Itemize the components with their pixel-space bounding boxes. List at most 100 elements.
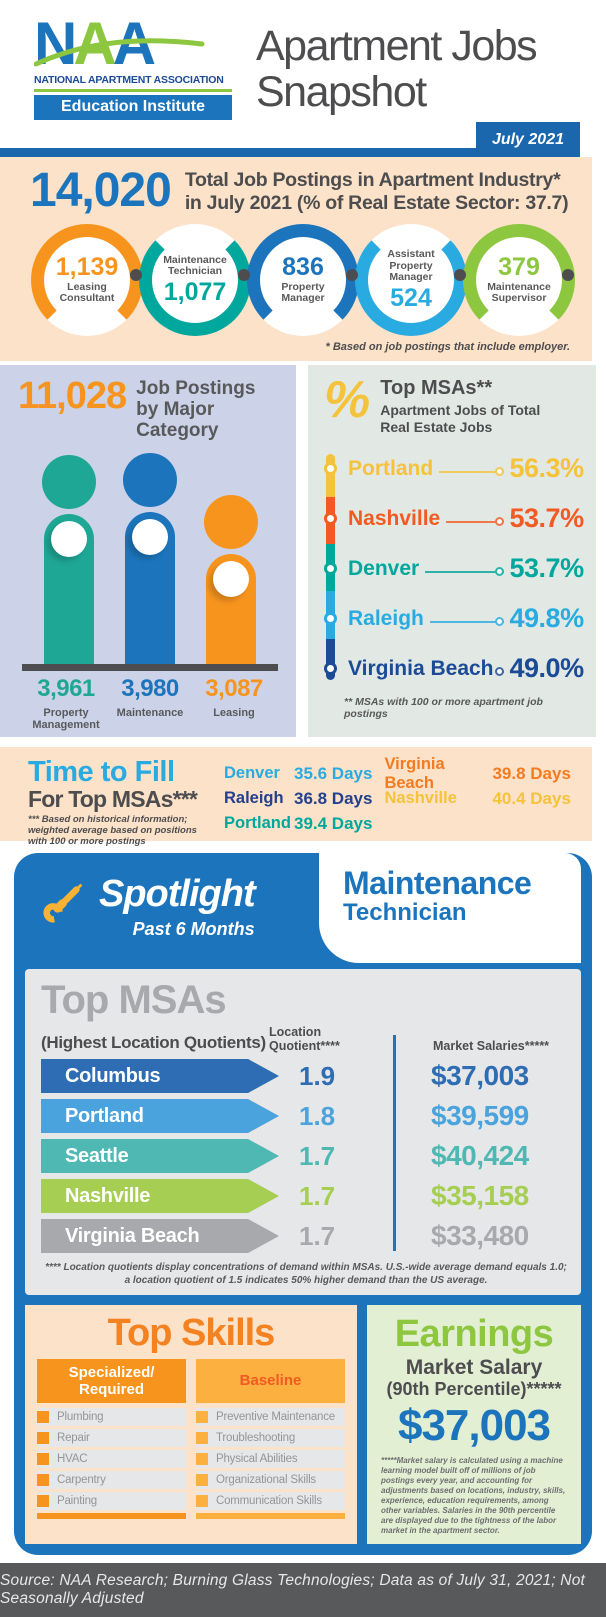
total-postings-value: 14,020	[30, 164, 172, 217]
source-footer: Source: NAA Research; Burning Glass Tech…	[0, 1562, 606, 1617]
lq-column-headers: (Highest Location Quotients) Location Qu…	[41, 1025, 571, 1053]
source-text: Source: NAA Research; Burning Glass Tech…	[0, 1571, 586, 1607]
ttf-title: Time to Fill	[28, 756, 175, 788]
msas-title: Top MSAs**	[380, 377, 493, 399]
leader-line	[425, 566, 504, 576]
skills-column-header: Baseline	[196, 1358, 345, 1403]
lq-subtitle: (Highest Location Quotients)	[41, 1033, 266, 1052]
salary-value: $37,003	[431, 1060, 529, 1091]
category-heading-label: Job Postings by Major Category	[136, 378, 256, 441]
category-value: 3,961	[37, 674, 95, 702]
category-label: Maintenance	[116, 706, 184, 719]
lq-value: 1.7	[299, 1140, 336, 1171]
total-postings-section: 14,020 Total Job Postings in Apartment I…	[0, 157, 592, 361]
skill-item: Carpentry	[37, 1470, 186, 1489]
lq-value: 1.8	[299, 1100, 336, 1131]
ttf-subtitle: For Top MSAs***	[28, 785, 198, 812]
chain-link-icon	[454, 268, 466, 281]
ttf-footnote: *** Based on historical information; wei…	[28, 813, 197, 848]
tools-icon	[43, 883, 83, 923]
spotlight-role-card: Maintenance Technician	[319, 853, 581, 963]
msa-city: Nashville	[348, 506, 441, 530]
ttf-row-portland: Portland 39.4 Days	[224, 811, 372, 836]
spotlight-section: Spotlight Past 6 Months Maintenance Tech…	[14, 853, 592, 1555]
header-line2: Required	[78, 1380, 144, 1398]
salary-value: $33,480	[431, 1220, 529, 1251]
ttf-row-raleigh: Raleigh 36.8 Days	[224, 786, 372, 811]
msa-city: Portland	[348, 456, 434, 480]
header: NAA NATIONAL APARTMENT ASSOCIATION Educa…	[0, 0, 606, 157]
chain-link-icon	[238, 268, 250, 281]
lq-value: 1.7	[299, 1220, 336, 1251]
ttf-row-virginia-beach: Virginia Beach 39.8 Days	[384, 755, 570, 792]
ring-assistant-property-manager: Assistant Property Manager 524	[355, 223, 467, 336]
ring-maintenance-technician: Maintenance Technician 1,077	[139, 223, 251, 336]
ring-maintenance-supervisor: 379 Maintenance Supervisor	[463, 223, 575, 336]
ttf-column-2: Virginia Beach 39.8 Days Nashville 40.4 …	[384, 755, 570, 841]
spotlight-body: Top Skills Specialized/ Required Plumbin…	[25, 1305, 581, 1544]
person-head-icon	[41, 454, 96, 509]
skills-specialized-column: Specialized/ Required Plumbing Repair HV…	[37, 1358, 186, 1519]
msa-row-raleigh: Raleigh 49.8%	[324, 594, 585, 644]
earnings-subtitle-line1: Market Salary	[405, 1356, 543, 1379]
skill-label: Communication Skills	[216, 1494, 322, 1507]
date-badge: July 2021	[475, 122, 580, 157]
top-skills-panel: Top Skills Specialized/ Required Plumbin…	[25, 1305, 357, 1544]
earnings-panel: Earnings Market Salary (90th Percentile)…	[367, 1305, 581, 1544]
msa-row-denver: Denver 53.7%	[324, 544, 584, 594]
totals-label-line2: in July 2021 (% of Real Estate Sector: 3…	[184, 192, 569, 215]
msas-list: Portland 56.3% Nashville 53.7% Denver 53…	[324, 444, 584, 694]
earnings-subtitle-line2: (90th Percentile)*****	[386, 1379, 562, 1400]
city-banner: Nashville	[41, 1179, 279, 1213]
salary-value: $39,599	[431, 1100, 529, 1131]
top-msas-panel: % Top MSAs** Apartment Jobs of Total Rea…	[308, 365, 596, 737]
role-line2: Technician	[343, 899, 467, 926]
spotlight-subtitle: Past 6 Months	[132, 919, 255, 939]
chain-link-icon	[130, 268, 142, 281]
lq-row-columbus: Columbus 1.9 $37,003	[41, 1059, 571, 1093]
bullet-icon	[196, 1431, 208, 1444]
lq-row-virginia-beach: Virginia Beach 1.7 $33,480	[41, 1219, 571, 1253]
header-divider-bar	[0, 148, 580, 157]
msa-percent: 49.0%	[509, 653, 585, 684]
axis-segment	[326, 638, 335, 680]
ring-label: Maintenance Technician	[163, 253, 227, 278]
salary-col-header: Market Salaries*****	[433, 1039, 550, 1053]
skill-item: Troubleshooting	[196, 1428, 345, 1447]
skill-item: HVAC	[37, 1449, 186, 1468]
earnings-title: Earnings	[394, 1313, 554, 1355]
time-to-fill-section: Time to Fill For Top MSAs*** *** Based o…	[0, 747, 592, 848]
skill-item: Organizational Skills	[196, 1470, 345, 1489]
skill-item: Preventive Maintenance	[196, 1407, 345, 1426]
lq-value: 1.9	[299, 1060, 336, 1091]
ring-label: Property Manager	[281, 280, 325, 305]
skill-label: Preventive Maintenance	[216, 1410, 335, 1423]
pin-icon	[50, 520, 87, 557]
ring-value: 379	[498, 252, 540, 281]
naa-logo-letters: NAA	[34, 14, 232, 74]
lq-row-portland: Portland 1.8 $39,599	[41, 1099, 571, 1133]
msas-heading-text: Top MSAs** Apartment Jobs of Total Real …	[380, 377, 555, 436]
logo-divider	[34, 89, 232, 93]
percent-icon: %	[324, 371, 371, 429]
ring-leasing-consultant: 1,139 Leasing Consultant	[31, 223, 143, 336]
msa-percent: 53.7%	[509, 503, 585, 534]
totals-label-line1: Total Job Postings in Apartment Industry…	[184, 169, 561, 191]
logo-letter-a1: A	[73, 10, 116, 77]
category-label: Property Management	[32, 706, 100, 732]
ttf-heading: Time to Fill For Top MSAs*** *** Based o…	[28, 756, 216, 848]
bullet-icon	[196, 1494, 208, 1507]
msas-heading: % Top MSAs** Apartment Jobs of Total Rea…	[324, 371, 584, 436]
msa-percent: 49.8%	[509, 603, 585, 634]
category-col: 3,087 Leasing	[192, 675, 276, 732]
skill-label: Repair	[57, 1431, 90, 1444]
leader-line	[439, 466, 504, 476]
category-col: 3,961 Property Management	[24, 675, 108, 732]
msas-subtitle: Apartment Jobs of Total Real Estate Jobs	[380, 402, 541, 435]
bullet-icon	[37, 1431, 49, 1444]
ring-value: 524	[390, 283, 432, 312]
bullet-icon	[196, 1452, 208, 1465]
ring-label: Maintenance Supervisor	[487, 280, 551, 305]
category-total-value: 11,028	[18, 375, 127, 417]
pin-icon	[213, 560, 250, 597]
